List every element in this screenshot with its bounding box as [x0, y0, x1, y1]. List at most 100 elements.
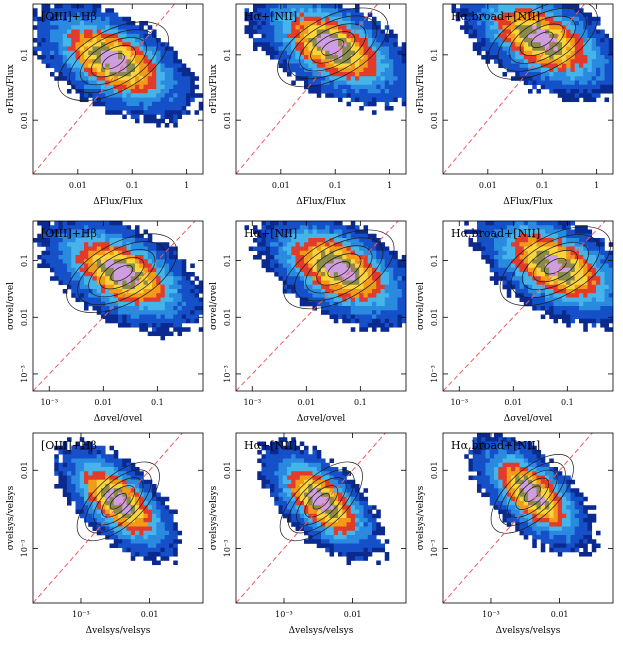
heatmap-cell — [380, 310, 386, 315]
heatmap-cell — [536, 8, 542, 13]
heatmap-cell — [545, 50, 550, 56]
heatmap-cell — [126, 306, 132, 311]
heatmap-cell — [477, 225, 482, 230]
heatmap-cell — [498, 267, 503, 273]
heatmap-cell — [321, 267, 326, 273]
heatmap-cell — [118, 42, 123, 47]
heatmap-cell — [101, 267, 106, 273]
heatmap-cell — [160, 530, 166, 536]
heatmap-cell — [67, 80, 72, 86]
heatmap-cell — [523, 259, 529, 264]
heatmap-cell — [342, 267, 347, 273]
heatmap-cell — [67, 259, 72, 264]
heatmap-cell — [528, 229, 533, 235]
heatmap-cell — [304, 55, 309, 60]
heatmap-cell — [282, 471, 288, 476]
heatmap-cell — [54, 246, 59, 252]
heatmap-cell — [270, 475, 275, 481]
heatmap-cell — [587, 55, 593, 60]
heatmap-cell — [562, 221, 567, 226]
heatmap-cell — [506, 272, 512, 277]
heatmap-cell — [557, 233, 563, 239]
heatmap-cell — [147, 513, 153, 519]
y-tick-label: 0.1 — [223, 48, 232, 61]
heatmap-cell — [67, 272, 72, 277]
heatmap-cell — [532, 63, 537, 69]
heatmap-cell — [164, 89, 170, 94]
heatmap-cell — [329, 280, 335, 286]
heatmap-cell — [299, 263, 305, 269]
heatmap-cell — [92, 289, 98, 294]
heatmap-cell — [88, 33, 93, 39]
heatmap-cell — [299, 272, 305, 277]
heatmap-cell — [101, 306, 106, 311]
heatmap-cell — [62, 471, 68, 476]
heatmap-cell — [147, 110, 153, 115]
heatmap-cell — [464, 25, 469, 30]
heatmap-cell — [270, 55, 275, 60]
heatmap-cell — [325, 263, 330, 269]
heatmap-cell — [587, 293, 593, 298]
heatmap-cell — [393, 42, 398, 47]
heatmap-cell — [62, 475, 68, 481]
heatmap-cell — [587, 297, 593, 303]
heatmap-cell — [75, 76, 81, 81]
heatmap-cell — [54, 225, 59, 230]
heatmap-cell — [282, 458, 288, 464]
heatmap-cell — [84, 255, 89, 260]
heatmap-cell — [71, 471, 76, 476]
heatmap-cell — [295, 479, 301, 485]
heatmap-cell — [33, 16, 38, 22]
heatmap-cell — [355, 301, 360, 307]
heatmap-cell — [553, 306, 559, 311]
heatmap-cell — [67, 67, 72, 73]
heatmap-cell — [367, 238, 373, 243]
heatmap-cell — [152, 284, 157, 290]
heatmap-cell — [84, 221, 89, 226]
heatmap-cell — [71, 25, 76, 30]
heatmap-cell — [164, 327, 170, 332]
heatmap-cell — [75, 505, 81, 510]
heatmap-cell — [62, 246, 68, 252]
heatmap-cell — [604, 323, 610, 328]
heatmap-cell — [177, 263, 183, 269]
heatmap-cell — [113, 513, 119, 519]
heatmap-cell — [549, 301, 554, 307]
heatmap-cell — [139, 327, 144, 332]
heatmap-cell — [139, 310, 144, 315]
heatmap-cell — [177, 530, 183, 536]
heatmap-cell — [67, 250, 72, 256]
heatmap-cell — [540, 25, 546, 30]
heatmap-cell — [139, 259, 144, 264]
heatmap-cell — [384, 38, 390, 43]
heatmap-cell — [156, 535, 161, 540]
heatmap-cell — [265, 250, 271, 256]
heatmap-cell — [596, 72, 601, 77]
heatmap-cell — [333, 46, 339, 52]
heatmap-cell — [570, 63, 576, 69]
chart-panel: 10⁻³ 0.01 0.110⁻³0.010.1[OIII]+HβΔσvel/σve… — [6, 220, 204, 424]
heatmap-cell — [346, 314, 352, 320]
heatmap-cell — [342, 33, 347, 39]
heatmap-cell — [506, 8, 512, 13]
heatmap-cell — [177, 276, 183, 281]
heatmap-cell — [79, 479, 85, 485]
heatmap-cell — [333, 314, 339, 320]
heatmap-cell — [41, 250, 47, 256]
heatmap-cell — [566, 280, 571, 286]
heatmap-cell — [401, 72, 406, 77]
heatmap-cell — [321, 297, 326, 303]
heatmap-cell — [528, 21, 533, 26]
heatmap-cell — [304, 4, 309, 9]
heatmap-cell — [291, 8, 296, 13]
heatmap-cell — [587, 97, 593, 103]
heatmap-cell — [287, 467, 292, 472]
heatmap-cell — [570, 297, 576, 303]
heatmap-cell — [62, 488, 68, 493]
heatmap-cell — [583, 323, 588, 328]
heatmap-cell — [532, 16, 537, 22]
heatmap-cell — [528, 301, 533, 307]
heatmap-cell — [164, 539, 170, 544]
heatmap-cell — [506, 225, 512, 230]
heatmap-cell — [96, 467, 102, 472]
